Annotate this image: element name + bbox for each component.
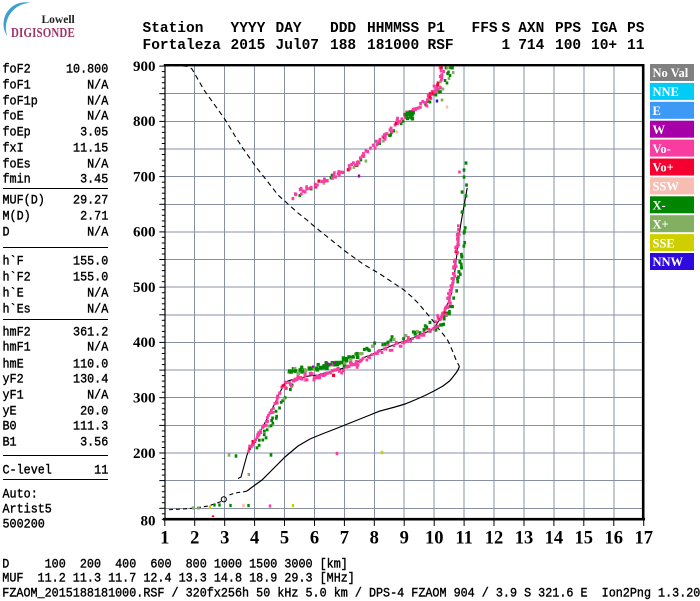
svg-text:4: 4	[250, 529, 259, 549]
svg-text:80: 80	[141, 513, 156, 529]
svg-text:8: 8	[370, 529, 379, 549]
svg-text:Vo+: Vo+	[653, 161, 674, 175]
svg-text:11: 11	[455, 529, 472, 549]
svg-text:17: 17	[634, 529, 653, 549]
svg-text:9: 9	[400, 529, 409, 549]
svg-text:NNW: NNW	[653, 255, 684, 269]
svg-text:2: 2	[190, 529, 199, 549]
svg-text:3: 3	[220, 529, 229, 549]
svg-text:7: 7	[340, 529, 349, 549]
svg-text:200: 200	[133, 446, 156, 462]
svg-text:700: 700	[133, 169, 156, 185]
svg-text:14: 14	[545, 529, 564, 549]
svg-text:NNE: NNE	[653, 85, 679, 99]
svg-text:400: 400	[133, 335, 156, 351]
svg-text:15: 15	[575, 529, 594, 549]
svg-text:X+: X+	[653, 217, 669, 231]
svg-text:800: 800	[133, 114, 156, 130]
svg-text:SSW: SSW	[653, 180, 680, 194]
svg-text:1: 1	[160, 529, 169, 549]
svg-text:X-: X-	[653, 199, 666, 213]
svg-text:Vo-: Vo-	[653, 142, 671, 156]
svg-text:12: 12	[485, 529, 504, 549]
svg-text:6: 6	[310, 529, 319, 549]
svg-text:E: E	[653, 104, 661, 118]
svg-text:13: 13	[515, 529, 534, 549]
svg-text:No Val: No Val	[653, 66, 689, 80]
svg-text:600: 600	[133, 225, 156, 241]
svg-text:500: 500	[133, 280, 156, 296]
svg-text:900: 900	[133, 59, 156, 75]
svg-text:300: 300	[133, 391, 156, 407]
svg-text:16: 16	[605, 529, 624, 549]
svg-text:SSE: SSE	[653, 236, 675, 250]
svg-text:10: 10	[425, 529, 444, 549]
svg-text:5: 5	[280, 529, 289, 549]
svg-text:W: W	[653, 123, 666, 137]
